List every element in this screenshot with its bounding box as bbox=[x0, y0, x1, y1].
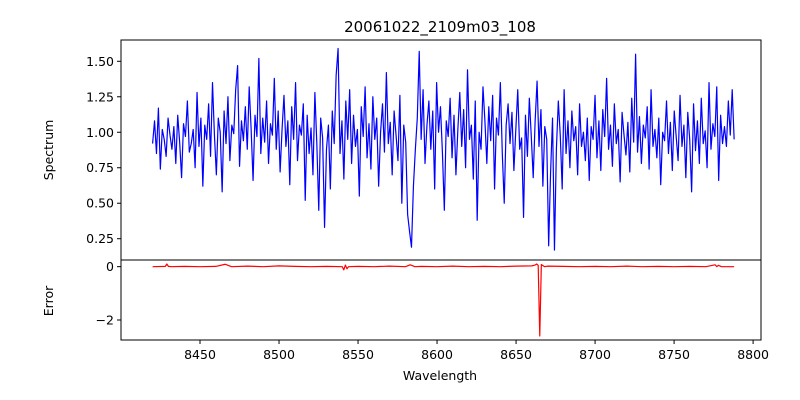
error-y-ticks: 0 −2 bbox=[96, 259, 121, 328]
x-tick-label: 8450 bbox=[184, 347, 216, 362]
spectrum-y-tick-label: 1.00 bbox=[86, 125, 114, 140]
spectrum-y-tick-label: 0.25 bbox=[86, 231, 114, 246]
chart-title: 20061022_2109m03_108 bbox=[344, 18, 536, 37]
spectrum-y-tick-label: 1.50 bbox=[86, 54, 114, 69]
error-y-tick-label: 0 bbox=[106, 259, 114, 274]
error-panel: 0 −2 Error bbox=[41, 259, 762, 341]
x-tick-label: 8750 bbox=[658, 347, 690, 362]
x-tick-label: 8600 bbox=[421, 347, 453, 362]
spectrum-series-line bbox=[152, 47, 735, 251]
x-axis-label: Wavelength bbox=[403, 368, 477, 383]
x-tick-label: 8550 bbox=[342, 347, 374, 362]
x-tick-label: 8500 bbox=[263, 347, 295, 362]
spectrum-y-ticks: 0.25 0.50 0.75 1.00 1.25 1.50 bbox=[86, 54, 121, 246]
spectrum-y-tick-label: 1.25 bbox=[86, 89, 114, 104]
x-axis-ticks: 8450 8500 8550 8600 8650 8700 8750 8800 bbox=[184, 340, 769, 362]
error-y-tick-label: −2 bbox=[96, 313, 114, 328]
error-axes-frame bbox=[120, 259, 762, 341]
x-tick-label: 8650 bbox=[500, 347, 532, 362]
x-tick-label: 8800 bbox=[737, 347, 769, 362]
spectrum-panel: 0.25 0.50 0.75 1.00 1.25 1.50 Spectrum bbox=[41, 39, 762, 261]
spectrum-y-tick-label: 0.50 bbox=[86, 196, 114, 211]
error-series-line bbox=[152, 263, 735, 337]
x-tick-label: 8700 bbox=[579, 347, 611, 362]
spectrum-y-axis-label: Spectrum bbox=[41, 120, 56, 181]
error-y-axis-label: Error bbox=[41, 285, 56, 316]
spectrum-y-tick-label: 0.75 bbox=[86, 160, 114, 175]
